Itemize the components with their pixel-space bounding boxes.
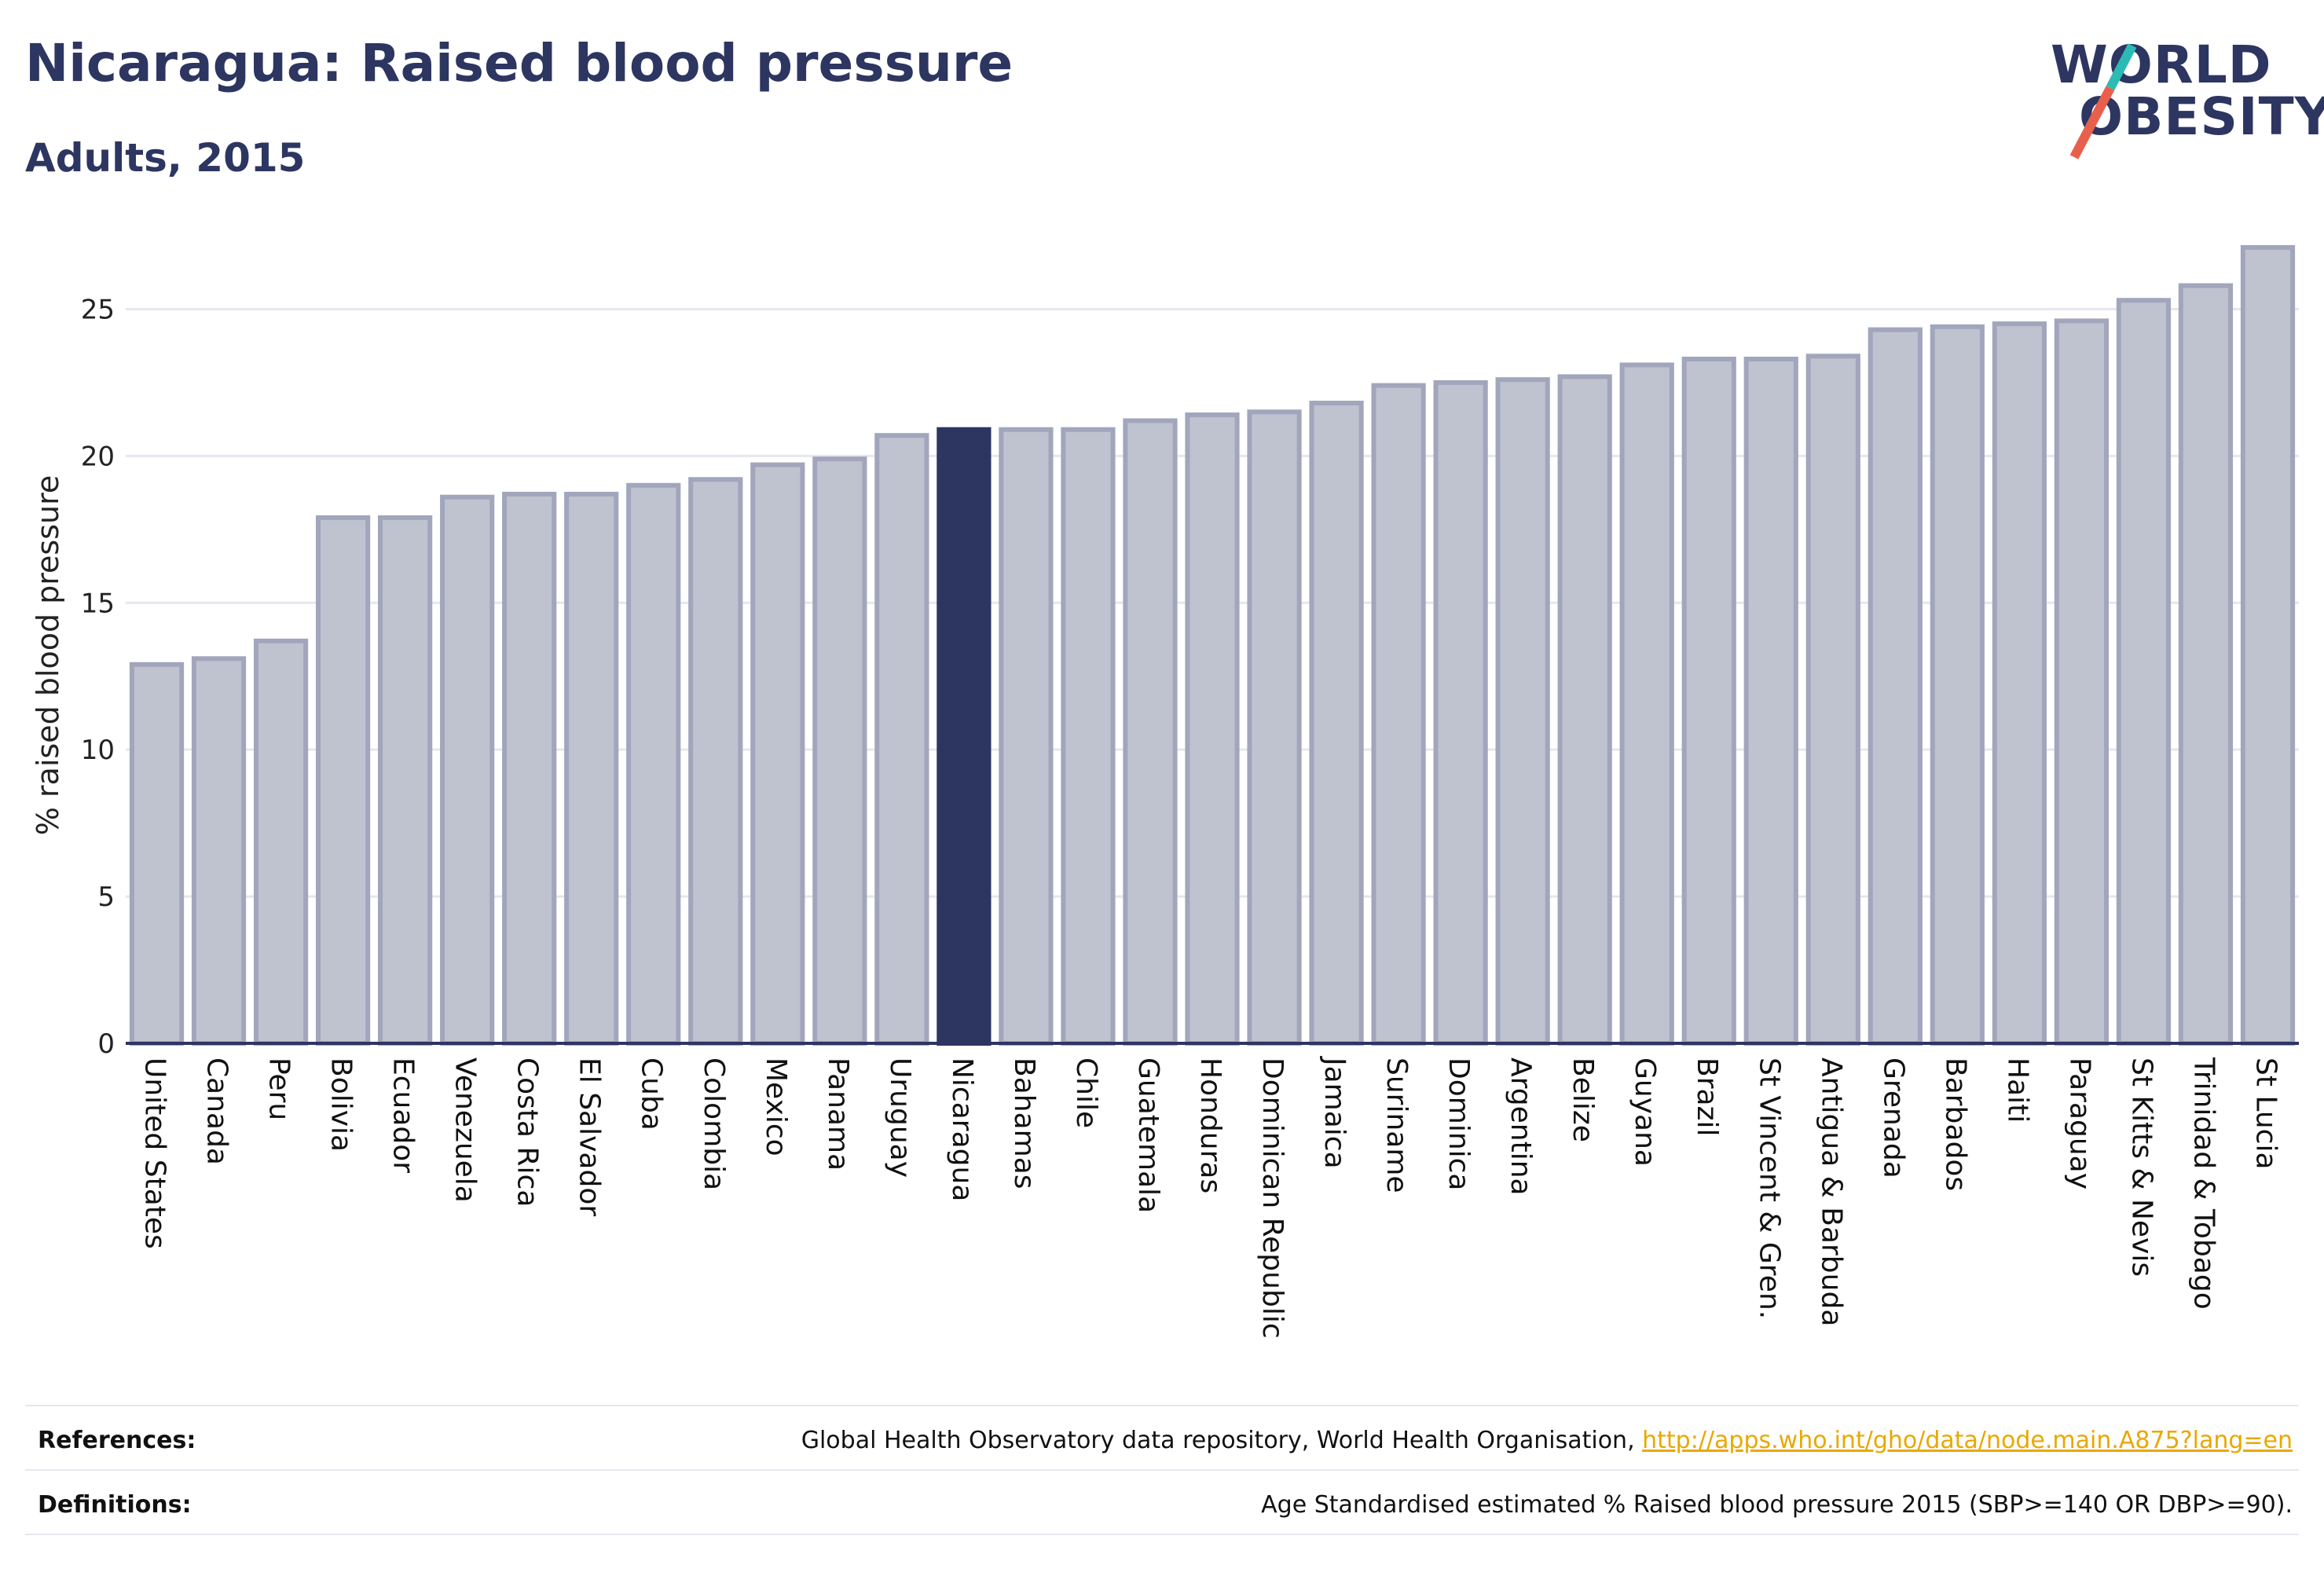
x-tick-label: Dominican Republic (1256, 1057, 1288, 1339)
x-tick-label: Bahamas (1008, 1057, 1040, 1189)
bar-united-states (129, 662, 185, 1046)
x-tick-label: St Kitts & Nevis (2125, 1057, 2157, 1277)
x-tick-label: St Lucia (2249, 1057, 2282, 1170)
x-tick-label: Suriname (1380, 1057, 1413, 1193)
x-tick-label: Uruguay (884, 1057, 916, 1178)
y-tick-label: 5 (97, 881, 115, 913)
bar-argentina (1495, 377, 1550, 1046)
x-tick-label: Antigua & Barbuda (1815, 1057, 1847, 1326)
references-label: References: (38, 1427, 196, 1454)
x-tick-label: Cuba (636, 1057, 668, 1131)
x-tick-label: Peru (263, 1057, 295, 1120)
world-obesity-logo: WORLD OBESITY (2051, 31, 2324, 173)
x-tick-label: Dominica (1442, 1057, 1475, 1191)
bar-guyana (1619, 362, 1674, 1046)
bar-guatemala (1123, 418, 1178, 1046)
bar-antigua-barbuda (1805, 354, 1860, 1046)
y-tick-label: 15 (81, 588, 115, 619)
references-source: Global Health Observatory data repositor… (801, 1427, 1643, 1454)
x-tick-label: Belize (1567, 1057, 1599, 1142)
x-tick-label: Canada (201, 1057, 233, 1165)
x-tick-label: Guatemala (1132, 1057, 1164, 1213)
bar-barbados (1930, 324, 1985, 1046)
bar-suriname (1371, 383, 1426, 1046)
footer-divider-bottom (25, 1534, 2299, 1535)
bar-grenada (1868, 327, 1923, 1046)
bar-uruguay (874, 433, 929, 1046)
page-title: Nicaragua: Raised blood pressure (25, 33, 1014, 93)
footer-divider-top (25, 1405, 2299, 1406)
x-tick-label: Barbados (1939, 1057, 1971, 1191)
x-tick-label: Chile (1070, 1057, 1102, 1128)
x-tick-label: Argentina (1505, 1057, 1537, 1196)
bar-honduras (1185, 412, 1240, 1046)
y-axis-title: % raised blood pressure (31, 475, 65, 836)
logo-line-2: OBESITY (2079, 86, 2324, 147)
y-tick-label: 10 (81, 735, 115, 766)
x-tick-label: St Vincent & Gren. (1753, 1057, 1785, 1319)
bar-bahamas (999, 427, 1054, 1046)
x-tick-label: Mexico (760, 1057, 792, 1156)
bar-colombia (688, 477, 743, 1046)
bar-nicaragua (937, 427, 992, 1046)
footer-divider-middle (25, 1469, 2299, 1471)
bar-st-vincent-gren- (1743, 357, 1798, 1046)
x-tick-label: Trinidad & Tobago (2187, 1057, 2220, 1310)
x-tick-label: Honduras (1194, 1057, 1226, 1193)
bar-el-salvador (564, 491, 619, 1046)
references-text: Global Health Observatory data repositor… (801, 1427, 2293, 1454)
y-tick-label: 20 (81, 441, 115, 472)
definitions-label: Definitions: (38, 1491, 192, 1519)
y-tick-label: 0 (97, 1028, 115, 1060)
bar-dominican-republic (1247, 409, 1302, 1046)
x-tick-label: El Salvador (574, 1057, 606, 1216)
bar-trinidad-tobago (2178, 283, 2234, 1046)
definitions-text: Age Standardised estimated % Raised bloo… (1261, 1491, 2293, 1519)
x-tick-label: Jamaica (1318, 1056, 1351, 1169)
x-tick-label: Brazil (1691, 1057, 1723, 1136)
bar-venezuela (440, 494, 495, 1046)
x-tick-label: Nicaragua (946, 1057, 978, 1201)
logo-slash-icon (2069, 43, 2137, 159)
bar-paraguay (2054, 318, 2110, 1046)
bar-costa-rica (502, 491, 557, 1046)
x-tick-label: Guyana (1629, 1057, 1661, 1167)
bar-st-kitts-nevis (2116, 298, 2172, 1046)
x-tick-label: United States (139, 1057, 171, 1249)
bar-belize (1557, 374, 1612, 1046)
x-tick-label: Ecuador (387, 1057, 420, 1173)
logo-line-1: WORLD (2051, 35, 2272, 95)
bar-cuba (626, 482, 681, 1046)
x-tick-label: Venezuela (449, 1057, 482, 1203)
bar-ecuador (378, 515, 433, 1046)
x-tick-label: Panama (822, 1057, 854, 1171)
x-tick-label: Paraguay (2063, 1057, 2095, 1189)
bar-haiti (1992, 321, 2047, 1046)
bar-bolivia (315, 515, 371, 1046)
bar-st-lucia (2240, 244, 2296, 1046)
bar-jamaica (1309, 401, 1364, 1046)
bar-chile (1061, 427, 1116, 1046)
bar-panama (812, 456, 867, 1046)
bar-canada (191, 656, 247, 1046)
x-tick-label: Grenada (1877, 1057, 1909, 1178)
x-tick-label: Costa Rica (511, 1057, 544, 1207)
bar-peru (253, 638, 309, 1046)
x-tick-label: Bolivia (325, 1057, 357, 1152)
references-link[interactable]: http://apps.who.int/gho/data/node.main.A… (1642, 1427, 2293, 1454)
bar-chart: 0 5 10 15 20 25 % raised blood pressure United … (31, 244, 2299, 1339)
page-subtitle: Adults, 2015 (25, 135, 306, 181)
bar-mexico (750, 462, 805, 1046)
bar-brazil (1681, 357, 1736, 1046)
x-tick-label: Colombia (698, 1057, 730, 1190)
y-tick-label: 25 (81, 294, 115, 325)
x-tick-label: Haiti (2001, 1057, 2033, 1123)
bar-dominica (1433, 379, 1488, 1046)
